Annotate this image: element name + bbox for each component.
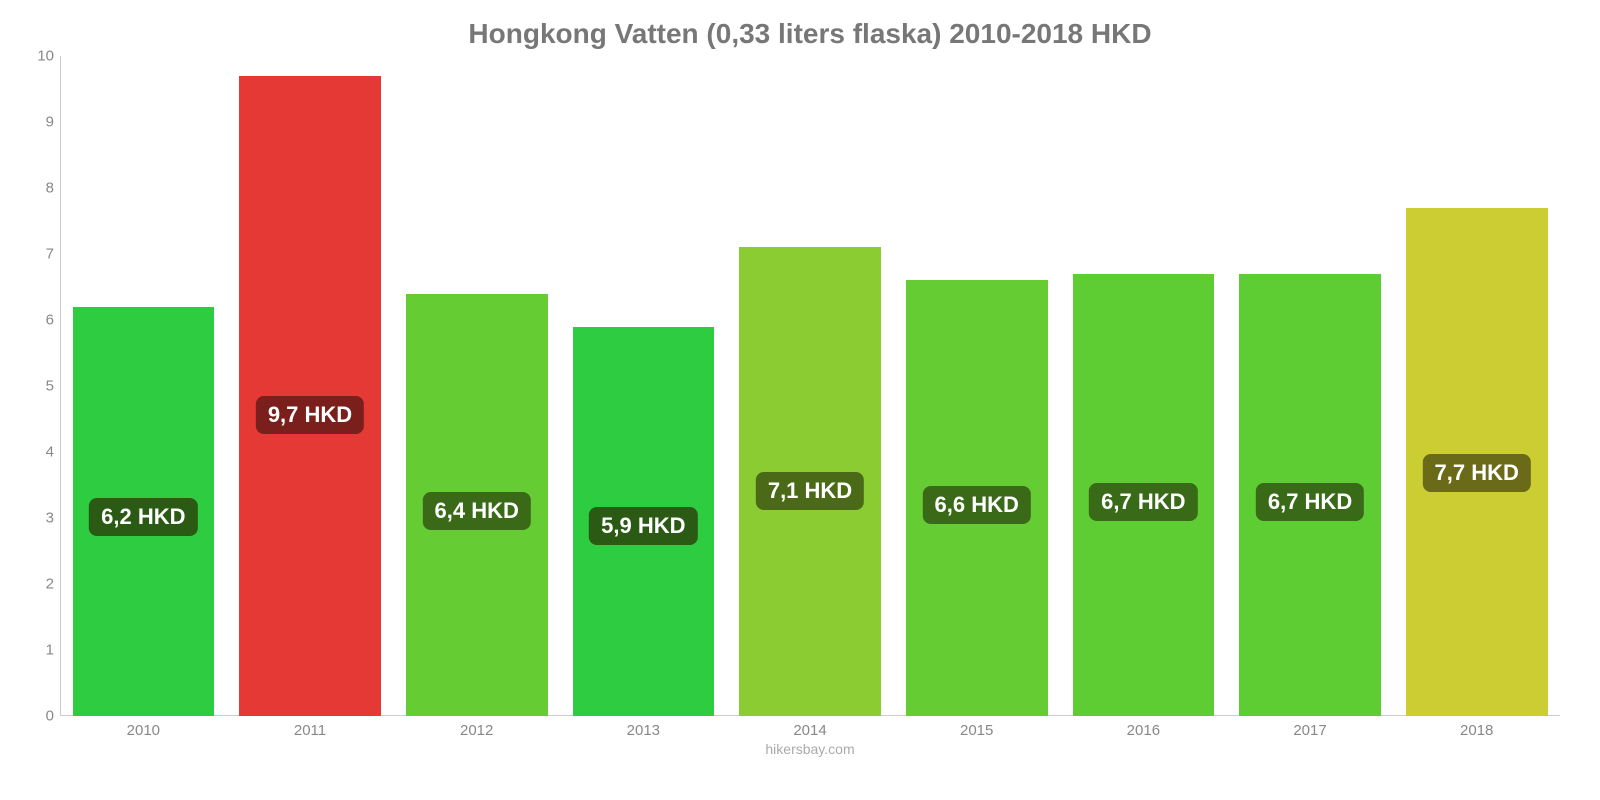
- bar-slot: 6,7 HKD: [1227, 56, 1394, 716]
- bar-value-label: 6,7 HKD: [1256, 483, 1364, 521]
- y-tick-label: 9: [46, 114, 54, 131]
- x-tick-label: 2013: [560, 722, 727, 739]
- bar-slot: 5,9 HKD: [560, 56, 727, 716]
- plot-area: 012345678910 6,2 HKD9,7 HKD6,4 HKD5,9 HK…: [60, 56, 1560, 716]
- bar-slot: 9,7 HKD: [227, 56, 394, 716]
- y-tick-label: 1: [46, 642, 54, 659]
- x-axis-labels: 201020112012201320142015201620172018: [60, 722, 1560, 739]
- bar: 7,7 HKD: [1406, 208, 1548, 716]
- bar-value-label: 6,2 HKD: [89, 498, 197, 536]
- y-tick-label: 6: [46, 312, 54, 329]
- bar: 5,9 HKD: [573, 327, 715, 716]
- x-tick-label: 2010: [60, 722, 227, 739]
- x-tick-label: 2011: [227, 722, 394, 739]
- bar-slot: 7,7 HKD: [1393, 56, 1560, 716]
- y-axis: 012345678910: [20, 56, 60, 716]
- chart-title: Hongkong Vatten (0,33 liters flaska) 201…: [60, 18, 1560, 50]
- chart-container: Hongkong Vatten (0,33 liters flaska) 201…: [0, 0, 1600, 800]
- y-tick-label: 8: [46, 180, 54, 197]
- bar-slot: 6,7 HKD: [1060, 56, 1227, 716]
- bar-value-label: 7,1 HKD: [756, 472, 864, 510]
- x-tick-label: 2012: [393, 722, 560, 739]
- bar: 6,2 HKD: [73, 307, 215, 716]
- bar-value-label: 7,7 HKD: [1423, 454, 1531, 492]
- bar-slot: 7,1 HKD: [727, 56, 894, 716]
- x-tick-label: 2017: [1227, 722, 1394, 739]
- y-tick-label: 10: [37, 48, 54, 65]
- bar-value-label: 6,6 HKD: [923, 486, 1031, 524]
- bar-slot: 6,6 HKD: [893, 56, 1060, 716]
- x-tick-label: 2015: [893, 722, 1060, 739]
- bar-value-label: 6,4 HKD: [422, 492, 530, 530]
- y-tick-label: 7: [46, 246, 54, 263]
- bar: 7,1 HKD: [739, 247, 881, 716]
- bar: 6,4 HKD: [406, 294, 548, 716]
- bar: 9,7 HKD: [239, 76, 381, 716]
- bar-value-label: 6,7 HKD: [1089, 483, 1197, 521]
- y-tick-label: 5: [46, 378, 54, 395]
- x-tick-label: 2016: [1060, 722, 1227, 739]
- bar-slot: 6,4 HKD: [393, 56, 560, 716]
- bar: 6,6 HKD: [906, 280, 1048, 716]
- bar: 6,7 HKD: [1239, 274, 1381, 716]
- bar: 6,7 HKD: [1073, 274, 1215, 716]
- y-tick-label: 3: [46, 510, 54, 527]
- bar-value-label: 5,9 HKD: [589, 507, 697, 545]
- y-tick-label: 4: [46, 444, 54, 461]
- x-tick-label: 2018: [1393, 722, 1560, 739]
- bar-value-label: 9,7 HKD: [256, 396, 364, 434]
- y-tick-label: 2: [46, 576, 54, 593]
- attribution-text: hikersbay.com: [60, 741, 1560, 757]
- x-tick-label: 2014: [727, 722, 894, 739]
- bar-slot: 6,2 HKD: [60, 56, 227, 716]
- bars-group: 6,2 HKD 9,7 HKD 6,4 HKD 5,9 HKD 7,1 HKD 6,6 H…: [60, 56, 1560, 716]
- y-tick-label: 0: [46, 708, 54, 725]
